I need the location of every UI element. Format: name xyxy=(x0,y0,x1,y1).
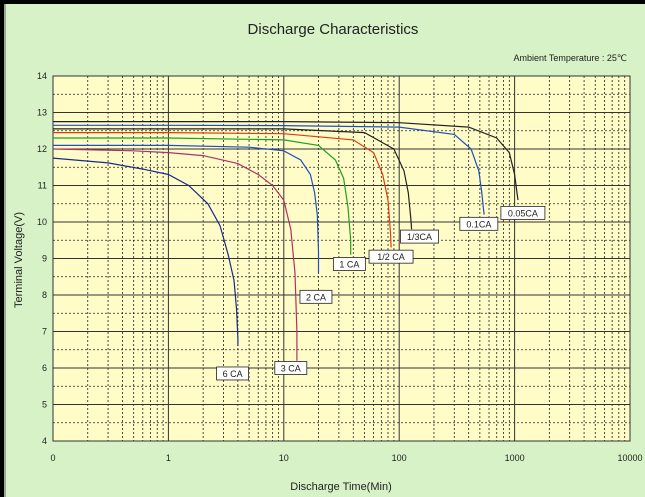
series-line xyxy=(52,157,239,347)
curve-labels: 6 CA 3 CA 2 CA 1 CA 1/2 CA1/3CA 0.1CA 0.05CA xyxy=(216,205,546,381)
series-line xyxy=(53,144,320,274)
y-tick-label: 10 xyxy=(37,217,47,227)
y-tick-label: 9 xyxy=(42,254,47,264)
curve-label: 0.1CA xyxy=(459,216,499,231)
curve-label: 2 CA xyxy=(299,289,333,304)
series-line xyxy=(53,137,352,255)
major-gridlines xyxy=(52,75,631,442)
chart-subtitle: Ambient Temperature : 25℃ xyxy=(514,53,628,63)
curve-label-box xyxy=(274,361,308,375)
y-tick-label: 6 xyxy=(42,363,47,373)
curve-label-text: 3 CA xyxy=(281,364,301,374)
chart-title: Discharge Characteristics xyxy=(248,21,419,38)
curve-label: 1/2 CA xyxy=(368,249,414,264)
curve-label-text: 2 CA xyxy=(306,292,326,302)
curve-label-text: 1/3CA xyxy=(407,232,432,242)
y-tick-label: 13 xyxy=(37,108,47,118)
curve-label: 6 CA xyxy=(216,366,249,381)
x-tick-label: 100 xyxy=(392,453,407,463)
y-tick-labels: 4 5 6 7 8 9 10 11 12 13 14 xyxy=(37,71,47,446)
chart-panel: 6 CA 3 CA 2 CA 1 CA 1/2 CA 1/3CA 0.1CA 0.05CA 0… xyxy=(4,4,645,497)
curve-label: 1 CA xyxy=(332,257,366,271)
series-line xyxy=(52,148,298,361)
x-tick-labels: 0 1 10 100 1000 10000 xyxy=(50,453,642,463)
x-tick-label: 10 xyxy=(279,453,289,463)
series-line xyxy=(53,121,519,201)
curve-label-box xyxy=(216,366,249,381)
x-tick-label: 10000 xyxy=(617,453,642,463)
curve-label-box xyxy=(368,249,414,264)
x-tick-label: 0 xyxy=(50,453,55,463)
y-tick-label: 8 xyxy=(42,290,47,300)
series-line xyxy=(53,132,392,248)
curve-label-box xyxy=(299,289,333,304)
y-tick-label: 12 xyxy=(37,144,47,154)
curve-label-box xyxy=(400,229,439,244)
y-tick-label: 7 xyxy=(42,327,47,337)
minor-gridlines xyxy=(53,76,630,441)
series-line xyxy=(53,128,413,230)
curve-label-text: 1 CA xyxy=(339,259,359,269)
curve-label: 3 CA xyxy=(274,361,308,375)
curve-label-text: 0.1CA xyxy=(466,219,491,229)
y-tick-label: 4 xyxy=(42,436,47,446)
curve-label-text: 1/2 CA xyxy=(377,252,405,262)
curve-label-text: 0.05CA xyxy=(508,208,538,218)
x-tick-label: 1 xyxy=(166,453,171,463)
curve-label-box xyxy=(332,257,366,271)
x-tick-label: 1000 xyxy=(505,453,525,463)
curve-label-box xyxy=(459,216,499,231)
curve-label-box xyxy=(500,205,546,220)
x-axis-title: Discharge Time(Min) xyxy=(290,481,391,493)
y-axis-title: Terminal Voltage(V) xyxy=(13,212,25,308)
y-tick-label: 14 xyxy=(37,71,47,81)
series-line xyxy=(53,124,485,215)
y-tick-label: 11 xyxy=(38,181,47,191)
series-group xyxy=(52,121,519,361)
curve-label-text: 6 CA xyxy=(223,369,243,379)
y-tick-label: 5 xyxy=(42,400,47,410)
curve-label: 0.05CA xyxy=(500,205,546,220)
discharge-chart: 6 CA 3 CA 2 CA 1 CA 1/2 CA1/3CA 0.1CA 0.05CA 0… xyxy=(13,21,643,493)
curve-label: 1/3CA xyxy=(400,229,439,244)
